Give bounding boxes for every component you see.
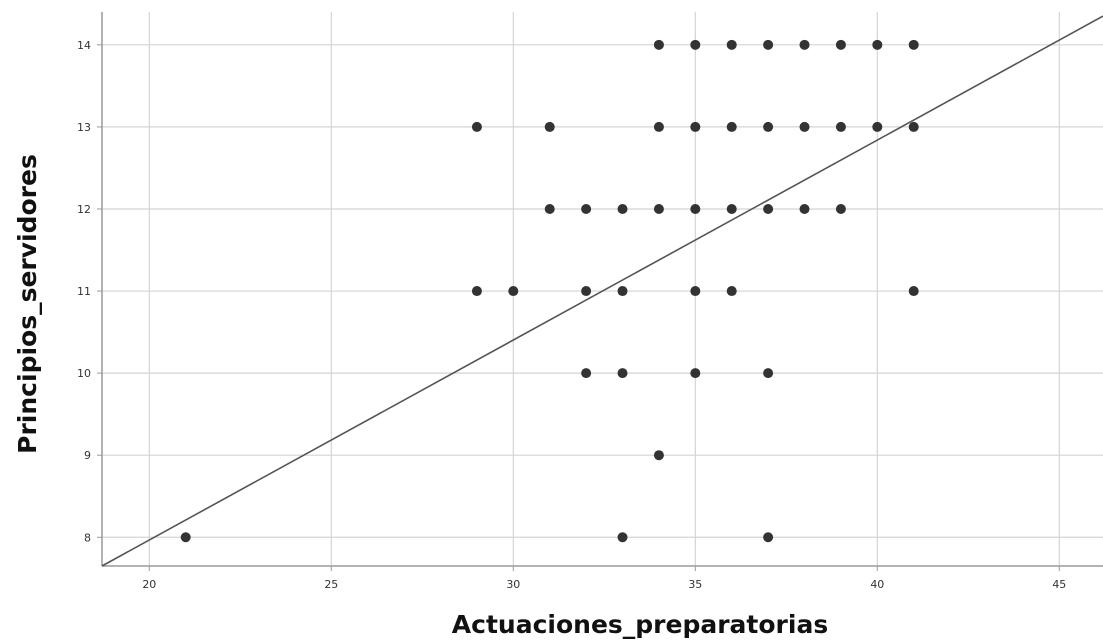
data-point (508, 286, 519, 297)
data-point (617, 368, 628, 379)
data-point (908, 121, 919, 132)
y-axis-title: Principios_servidores (13, 154, 42, 454)
data-point (544, 203, 555, 214)
data-point (726, 203, 737, 214)
data-point (799, 39, 810, 50)
data-point (763, 203, 774, 214)
y-tick-label: 8 (84, 531, 91, 544)
x-tick-labels: 20 25 30 35 40 45 (142, 566, 1066, 591)
x-tick-label: 25 (324, 578, 338, 591)
data-point (726, 39, 737, 50)
data-point (835, 121, 846, 132)
data-point (690, 286, 701, 297)
data-point (763, 121, 774, 132)
data-point (544, 121, 555, 132)
y-tick-label: 14 (77, 39, 91, 52)
data-point (908, 286, 919, 297)
data-point (690, 39, 701, 50)
data-point (617, 286, 628, 297)
x-tick-label: 30 (506, 578, 520, 591)
data-point (763, 39, 774, 50)
data-point (835, 39, 846, 50)
x-axis-title: Actuaciones_preparatorias (452, 610, 828, 639)
data-point (690, 203, 701, 214)
data-point (835, 203, 846, 214)
grid-lines (102, 12, 1103, 566)
y-tick-label: 12 (77, 203, 91, 216)
data-points (180, 39, 919, 543)
data-point (653, 39, 664, 50)
data-point (872, 39, 883, 50)
data-point (799, 121, 810, 132)
data-point (763, 532, 774, 543)
data-point (653, 203, 664, 214)
data-point (690, 368, 701, 379)
fit-line (101, 15, 1103, 567)
data-point (908, 39, 919, 50)
y-tick-label: 13 (77, 121, 91, 134)
data-point (180, 532, 191, 543)
data-point (726, 121, 737, 132)
data-point (726, 286, 737, 297)
x-tick-label: 40 (870, 578, 884, 591)
x-tick-label: 20 (142, 578, 156, 591)
x-tick-label: 45 (1052, 578, 1066, 591)
data-point (617, 532, 628, 543)
y-tick-label: 10 (77, 367, 91, 380)
y-tick-labels: 8 9 10 11 12 13 14 (77, 39, 102, 544)
data-point (799, 203, 810, 214)
x-tick-label: 35 (688, 578, 702, 591)
y-tick-label: 11 (77, 285, 91, 298)
data-point (653, 121, 664, 132)
data-point (471, 286, 482, 297)
data-point (690, 121, 701, 132)
data-point (763, 368, 774, 379)
data-point (653, 450, 664, 461)
data-point (617, 203, 628, 214)
data-point (581, 286, 592, 297)
data-point (581, 368, 592, 379)
y-tick-label: 9 (84, 449, 91, 462)
data-point (471, 121, 482, 132)
data-point (581, 203, 592, 214)
data-point (872, 121, 883, 132)
